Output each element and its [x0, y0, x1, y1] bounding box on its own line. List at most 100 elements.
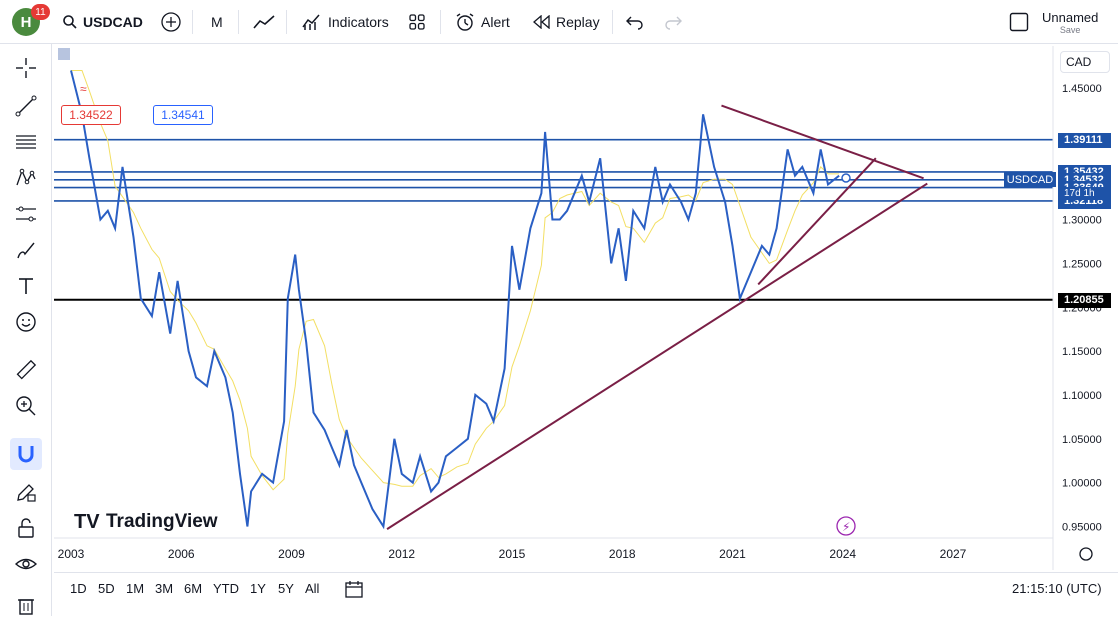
- redo-button[interactable]: [664, 0, 682, 44]
- price-tick-label: 1.00000: [1062, 478, 1102, 490]
- time-tick-label: 2024: [829, 547, 856, 561]
- range-button[interactable]: All: [305, 581, 320, 596]
- time-axis[interactable]: 2003 2006 2009 2012 2015 2018 2021 2024 2027: [58, 547, 967, 561]
- redo-icon: [665, 16, 682, 30]
- delete-drawings-tool[interactable]: [10, 590, 42, 622]
- range-button[interactable]: 5Y: [278, 581, 294, 596]
- price-tick-label: 1.10000: [1062, 390, 1102, 402]
- square-icon: [1009, 12, 1029, 32]
- price-tick-label: 1.30000: [1062, 215, 1102, 227]
- save-label: Save: [1059, 24, 1081, 35]
- alert-button[interactable]: Alert: [455, 0, 510, 44]
- drawing-toolbar: [0, 44, 52, 616]
- fib-tool[interactable]: [10, 126, 42, 158]
- price-chart[interactable]: 1.450001.350001.300001.250001.200001.150…: [54, 46, 1118, 570]
- emoji-tool[interactable]: [10, 306, 42, 338]
- text-icon: [19, 278, 33, 294]
- time-tick-label: 2012: [388, 547, 415, 561]
- tradingview-logo-icon: TV: [74, 511, 100, 533]
- prediction-icon: [16, 206, 36, 222]
- crosshair-tool[interactable]: [10, 52, 42, 84]
- time-tick-label: 2003: [58, 547, 85, 561]
- toolbar-divider: [612, 10, 613, 34]
- zoom-tool[interactable]: [10, 390, 42, 422]
- compare-add-button[interactable]: [160, 0, 182, 44]
- line-chart-icon: [253, 15, 275, 29]
- settings-gear-icon[interactable]: [1079, 547, 1093, 561]
- time-tick-label: 2006: [168, 547, 195, 561]
- symbol-name: USDCAD: [83, 14, 143, 30]
- magnet-tool[interactable]: [10, 438, 42, 470]
- symbol-tag: USDCAD: [1004, 172, 1056, 187]
- interval-button[interactable]: M: [211, 14, 223, 30]
- range-button[interactable]: 6M: [184, 581, 203, 596]
- layouts-button[interactable]: [408, 0, 426, 44]
- text-tool[interactable]: [10, 270, 42, 302]
- search-icon: [63, 15, 77, 29]
- chart-type-button[interactable]: [252, 0, 276, 44]
- lock-icon: [18, 518, 34, 538]
- eye-icon: [15, 558, 37, 570]
- range-button[interactable]: 1D: [70, 581, 87, 596]
- range-button[interactable]: 3M: [155, 581, 174, 596]
- visibility-tool[interactable]: [10, 548, 42, 580]
- hline-price-label: 1.39111: [1058, 132, 1111, 148]
- calendar-icon: [345, 581, 363, 598]
- crosshair-icon: [16, 58, 36, 78]
- time-tick-label: 2021: [719, 547, 746, 561]
- trend-lines[interactable]: [386, 104, 928, 530]
- bolt-icon: ⚡: [842, 520, 850, 534]
- indicators-button[interactable]: Indicators: [302, 0, 389, 44]
- moving-average-line: [71, 70, 840, 491]
- price-tick-label: 1.05000: [1062, 434, 1102, 446]
- price-tick-label: 1.15000: [1062, 346, 1102, 358]
- pencil-lock-icon: [17, 484, 36, 502]
- toolbar-divider: [286, 10, 287, 34]
- goto-date-button[interactable]: [344, 579, 364, 604]
- toolbar-divider: [192, 10, 193, 34]
- price-tick-label: 1.45000: [1062, 83, 1102, 95]
- trend-line: [721, 104, 924, 180]
- bar-countdown: 17d 1h: [1058, 187, 1111, 200]
- toolbar-divider: [440, 10, 441, 34]
- grid-icon: [409, 14, 425, 30]
- forecast-tool[interactable]: [10, 198, 42, 230]
- toolbar-divider: [238, 10, 239, 34]
- replay-button[interactable]: Replay: [533, 0, 600, 44]
- time-tick-label: 2015: [499, 547, 526, 561]
- undo-icon: [626, 16, 643, 30]
- last-price-marker: [841, 173, 851, 183]
- undo-button[interactable]: [626, 0, 644, 44]
- approx-icon: ≈: [80, 82, 87, 96]
- sell-price-button[interactable]: 1.34522: [61, 105, 121, 125]
- currency-button[interactable]: CAD: [1060, 51, 1110, 73]
- range-button[interactable]: 5D: [98, 581, 115, 596]
- range-button[interactable]: 1M: [126, 581, 145, 596]
- price-series-line: [70, 70, 840, 530]
- hline-price-label: 1.20855: [1058, 292, 1111, 308]
- horizontal-lines[interactable]: [54, 138, 1053, 301]
- bottom-toolbar: 1D 5D 1M 3M 6M YTD 1Y 5Y All 21:15:10 (UTC): [54, 572, 1118, 606]
- brush-tool[interactable]: [10, 234, 42, 266]
- ruler-tool[interactable]: [10, 354, 42, 386]
- layout-name-button[interactable]: Unnamed Save: [1042, 0, 1098, 44]
- fib-retracement-icon: [16, 135, 36, 149]
- notification-badge: 11: [31, 4, 50, 20]
- time-tick-label: 2027: [940, 547, 967, 561]
- layout-checkbox[interactable]: [1009, 0, 1029, 44]
- buy-price-button[interactable]: 1.34541: [153, 105, 213, 125]
- replay-label: Replay: [556, 14, 600, 30]
- clock-timezone[interactable]: 21:15:10 (UTC): [1012, 581, 1102, 596]
- range-button[interactable]: YTD: [213, 581, 239, 596]
- symbol-search[interactable]: USDCAD: [62, 0, 143, 44]
- range-button[interactable]: 1Y: [250, 581, 266, 596]
- trend-line-tool[interactable]: [10, 90, 42, 122]
- pattern-tool[interactable]: [10, 162, 42, 194]
- lock-drawings-edit-tool[interactable]: [10, 476, 42, 508]
- top-toolbar: H 11 USDCAD M Indicators Alert Replay Un…: [0, 0, 1118, 44]
- events-bolt-icon[interactable]: [836, 516, 856, 536]
- watermark: TradingView: [106, 511, 218, 532]
- indicators-icon: [302, 14, 320, 30]
- lock-tool[interactable]: [10, 512, 42, 544]
- alert-label: Alert: [481, 14, 510, 30]
